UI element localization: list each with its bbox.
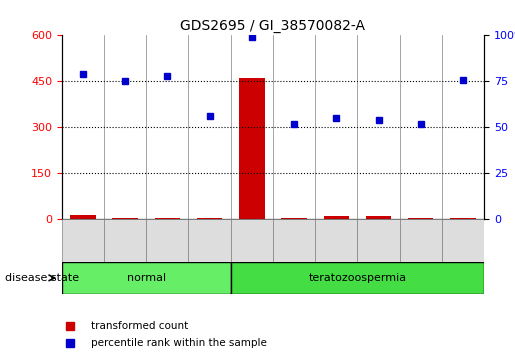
- Bar: [323, 216, 349, 219]
- Title: GDS2695 / GI_38570082-A: GDS2695 / GI_38570082-A: [180, 19, 366, 33]
- FancyBboxPatch shape: [273, 219, 315, 262]
- Bar: [366, 216, 391, 219]
- Bar: [281, 218, 307, 219]
- Text: normal: normal: [127, 273, 166, 283]
- Text: disease state: disease state: [5, 273, 79, 283]
- Bar: [154, 218, 180, 219]
- FancyBboxPatch shape: [357, 219, 400, 262]
- FancyBboxPatch shape: [231, 262, 484, 294]
- FancyBboxPatch shape: [442, 219, 484, 262]
- Bar: [112, 218, 138, 219]
- Text: teratozoospermia: teratozoospermia: [308, 273, 406, 283]
- Bar: [197, 218, 222, 219]
- Bar: [70, 215, 96, 219]
- FancyBboxPatch shape: [62, 219, 104, 262]
- Bar: [408, 218, 434, 219]
- Text: percentile rank within the sample: percentile rank within the sample: [91, 338, 267, 348]
- FancyBboxPatch shape: [104, 219, 146, 262]
- Bar: [450, 218, 476, 219]
- FancyBboxPatch shape: [400, 219, 442, 262]
- Bar: [239, 78, 265, 219]
- FancyBboxPatch shape: [315, 219, 357, 262]
- Text: transformed count: transformed count: [91, 321, 188, 331]
- FancyBboxPatch shape: [146, 219, 188, 262]
- FancyBboxPatch shape: [62, 262, 231, 294]
- FancyBboxPatch shape: [188, 219, 231, 262]
- FancyBboxPatch shape: [231, 219, 273, 262]
